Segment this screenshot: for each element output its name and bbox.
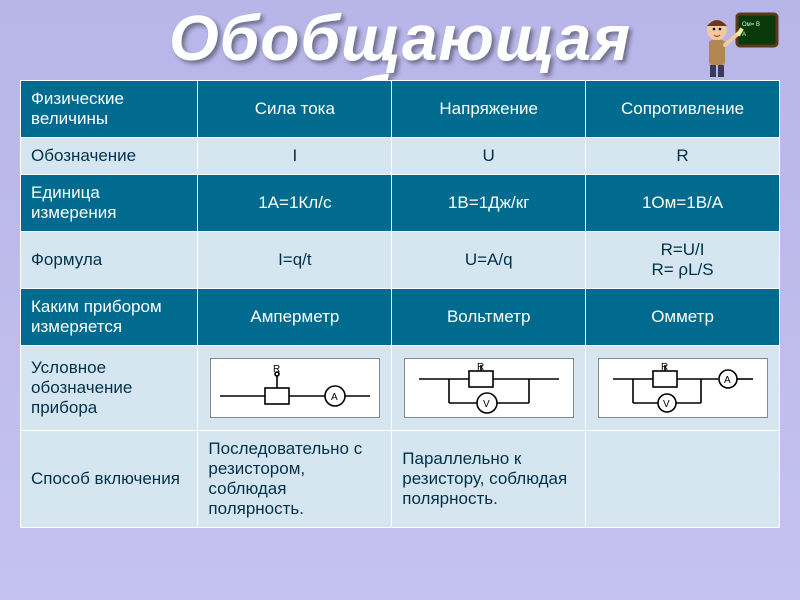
row-label: Условное обозначение прибора bbox=[21, 346, 198, 431]
col-header-resistance: Сопротивление bbox=[586, 81, 780, 138]
row-label: Каким прибором измеряется bbox=[21, 289, 198, 346]
cell-circuit-voltmeter: R V bbox=[392, 346, 586, 431]
svg-text:Ом= В: Ом= В bbox=[742, 22, 760, 28]
cell: 1В=1Дж/кг bbox=[392, 175, 586, 232]
svg-text:V: V bbox=[483, 399, 490, 410]
svg-text:A: A bbox=[331, 392, 338, 403]
cell: Вольтметр bbox=[392, 289, 586, 346]
col-header-quantity: Физические величины bbox=[21, 81, 198, 138]
cell: U bbox=[392, 138, 586, 175]
row-designation: Обозначение I U R bbox=[21, 138, 780, 175]
row-unit: Единица измерения 1А=1Кл/с 1В=1Дж/кг 1Ом… bbox=[21, 175, 780, 232]
cell: Омметр bbox=[586, 289, 780, 346]
title-line-1: Обобщающая bbox=[169, 2, 631, 74]
circuit-voltmeter: R V bbox=[404, 358, 574, 418]
cell: Амперметр bbox=[198, 289, 392, 346]
row-label: Единица измерения bbox=[21, 175, 198, 232]
teacher-illustration: Ом= В А bbox=[682, 10, 782, 85]
cell: R bbox=[586, 138, 780, 175]
svg-text:R: R bbox=[273, 364, 280, 375]
cell: Параллельно к резистору, соблюдая полярн… bbox=[392, 431, 586, 528]
svg-text:А: А bbox=[742, 32, 746, 38]
cell: U=A/q bbox=[392, 232, 586, 289]
col-header-voltage: Напряжение bbox=[392, 81, 586, 138]
cell: R=U/I R= ρL/S bbox=[586, 232, 780, 289]
svg-text:R: R bbox=[661, 362, 668, 373]
row-label: Формула bbox=[21, 232, 198, 289]
row-symbol: Условное обозначение прибора R A bbox=[21, 346, 780, 431]
circuit-ohmmeter: R A V bbox=[598, 358, 768, 418]
table-header-row: Физические величины Сила тока Напряжение… bbox=[21, 81, 780, 138]
summary-table: Физические величины Сила тока Напряжение… bbox=[20, 80, 780, 528]
slide: Ом= В А Обобщающая таблица Физические ве… bbox=[0, 0, 800, 600]
row-label: Обозначение bbox=[21, 138, 198, 175]
cell bbox=[586, 431, 780, 528]
cell: 1Ом=1В/А bbox=[586, 175, 780, 232]
cell: I=q/t bbox=[198, 232, 392, 289]
col-header-current: Сила тока bbox=[198, 81, 392, 138]
row-connection: Способ включения Последовательно с резис… bbox=[21, 431, 780, 528]
cell-circuit-ohmmeter: R A V bbox=[586, 346, 780, 431]
row-instrument: Каким прибором измеряется Амперметр Воль… bbox=[21, 289, 780, 346]
cell: Последовательно с резистором, соблюдая п… bbox=[198, 431, 392, 528]
row-formula: Формула I=q/t U=A/q R=U/I R= ρL/S bbox=[21, 232, 780, 289]
cell: I bbox=[198, 138, 392, 175]
row-label: Способ включения bbox=[21, 431, 198, 528]
svg-text:R: R bbox=[477, 362, 484, 373]
cell-circuit-ammeter: R A bbox=[198, 346, 392, 431]
svg-text:V: V bbox=[663, 399, 670, 410]
cell: 1А=1Кл/с bbox=[198, 175, 392, 232]
svg-text:A: A bbox=[724, 375, 731, 386]
circuit-ammeter: R A bbox=[210, 358, 380, 418]
